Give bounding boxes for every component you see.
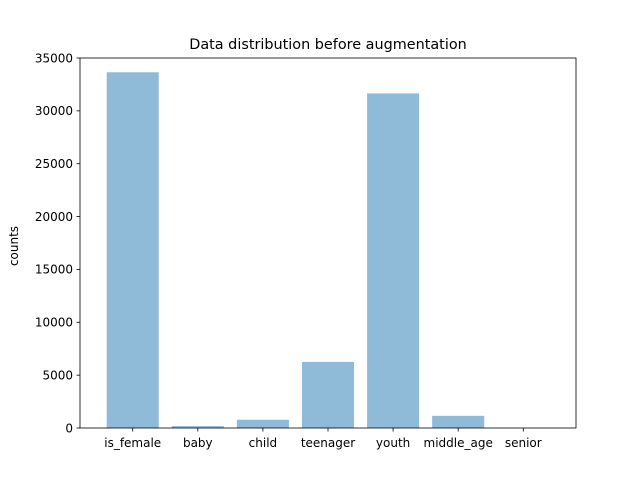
bar-is-female (106, 72, 159, 429)
y-tick-label: 20000 (35, 210, 73, 224)
bar-baby (171, 426, 224, 428)
bar-youth (367, 93, 420, 428)
chart-title: Data distribution before augmentation (189, 37, 467, 53)
x-tick-label: baby (183, 436, 213, 450)
y-tick-label: 35000 (35, 51, 73, 65)
bars-group (106, 72, 485, 429)
bar-teenager (301, 361, 355, 428)
bar-middle-age (432, 415, 485, 428)
y-tick-label: 15000 (35, 263, 73, 277)
x-axis-ticks: is_female baby child teenager youth middle_ag… (104, 428, 542, 450)
y-tick-label: 10000 (35, 316, 73, 330)
x-tick-label: senior (505, 436, 542, 450)
y-tick-label: 0 (65, 421, 73, 435)
x-tick-label: middle_age (424, 436, 493, 450)
bar-child (236, 419, 289, 428)
x-tick-label: is_female (104, 436, 161, 450)
x-tick-label: youth (376, 436, 410, 450)
y-tick-label: 25000 (35, 157, 73, 171)
y-tick-label: 5000 (42, 368, 73, 382)
x-tick-label: teenager (301, 436, 355, 450)
y-tick-label: 30000 (35, 104, 73, 118)
y-axis-label: counts (7, 226, 21, 266)
plot-frame (79, 57, 577, 429)
x-tick-label: child (249, 436, 278, 450)
y-axis-ticks: 0 5000 10000 15000 20000 25000 30000 35000 (35, 51, 80, 435)
